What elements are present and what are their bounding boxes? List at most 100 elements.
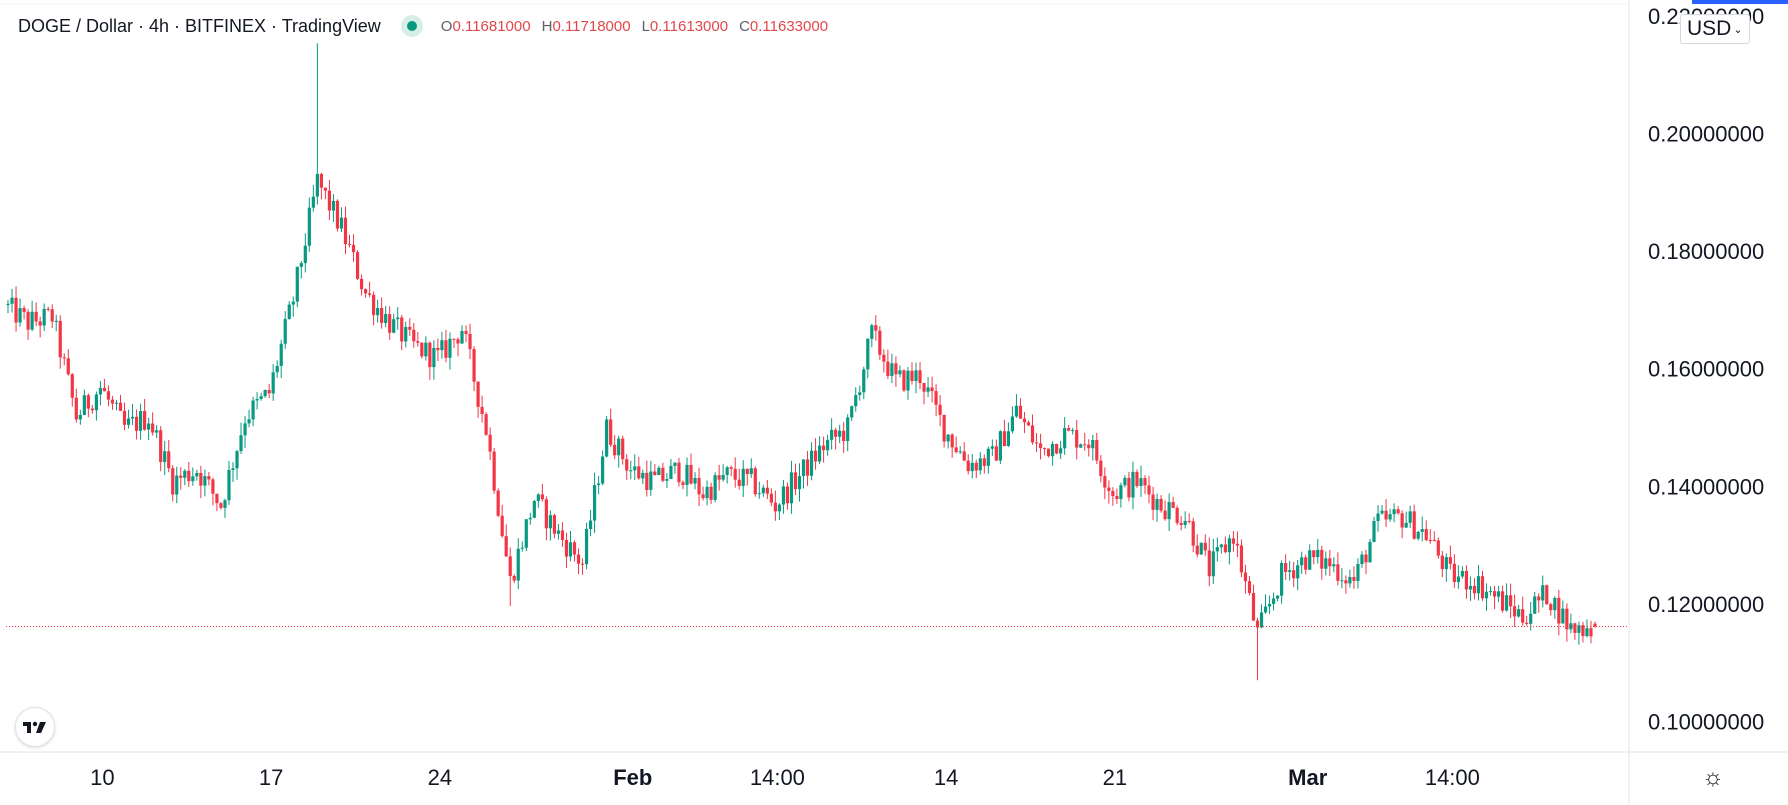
candle-body xyxy=(432,347,436,368)
currency-button[interactable]: USD ⌄ xyxy=(1680,14,1750,44)
symbol-title[interactable]: DOGE / Dollar · 4h · BITFINEX · TradingV… xyxy=(18,15,381,36)
candle-body xyxy=(576,554,581,564)
candle-body xyxy=(396,317,400,320)
market-status-dot-icon[interactable] xyxy=(400,15,423,37)
candle-body xyxy=(528,517,532,520)
candle-body xyxy=(870,325,874,339)
candle-body xyxy=(1010,416,1015,432)
candle-body xyxy=(452,338,456,340)
candle-body xyxy=(259,396,263,399)
candle-body xyxy=(315,173,319,197)
candle-body xyxy=(134,416,139,431)
candle-body xyxy=(14,297,18,323)
candle-body xyxy=(1155,498,1159,510)
candle-body xyxy=(1356,564,1360,581)
candle-body xyxy=(785,486,790,504)
candle-body xyxy=(898,370,902,375)
gear-icon[interactable]: ☼ xyxy=(1702,764,1724,791)
candle-body xyxy=(532,501,536,518)
candle-body xyxy=(151,423,155,433)
candle-body xyxy=(1488,591,1493,593)
candle-body xyxy=(247,419,251,424)
candle-body xyxy=(291,301,295,305)
candle-body xyxy=(255,398,259,401)
candle-body xyxy=(1075,430,1079,448)
candle-body xyxy=(805,459,810,476)
candle-body xyxy=(110,399,115,404)
candle-body xyxy=(10,297,14,304)
candle-body xyxy=(243,423,247,436)
candle-body xyxy=(1022,418,1027,423)
candle-body xyxy=(207,476,211,480)
candle-body xyxy=(938,404,942,415)
candle-body xyxy=(376,307,380,316)
candle-body xyxy=(665,478,669,481)
time-axis[interactable]: 10 17 24 Feb 14:00 14 21 Mar 14:00 xyxy=(90,765,1480,790)
candle-body xyxy=(524,519,528,548)
y-tick-label: 0.10000000 xyxy=(1648,710,1764,735)
candle-body xyxy=(657,467,661,476)
candle-body xyxy=(717,475,721,480)
candle-body xyxy=(793,472,798,490)
candle-body xyxy=(741,468,745,486)
candle-body xyxy=(637,466,641,479)
candle-body xyxy=(1259,612,1264,628)
candle-body xyxy=(605,419,609,457)
currency-label: USD xyxy=(1687,17,1732,40)
candle-body xyxy=(789,472,794,504)
candle-body xyxy=(1308,550,1312,570)
candle-body xyxy=(966,460,970,472)
candle-body xyxy=(910,370,914,382)
candle-body xyxy=(809,450,814,476)
candle-body xyxy=(1223,544,1227,553)
candle-body xyxy=(1183,520,1187,525)
candle-body xyxy=(400,317,404,342)
candle-body xyxy=(1452,563,1456,583)
candle-body xyxy=(689,464,693,484)
candle-body xyxy=(1143,478,1147,486)
candle-body xyxy=(488,434,492,452)
candle-body xyxy=(942,414,946,442)
candle-body xyxy=(1384,510,1388,520)
y-tick-label: 0.12000000 xyxy=(1648,592,1764,617)
candle-body xyxy=(448,338,452,358)
tradingview-logo-icon[interactable] xyxy=(15,707,55,747)
candle-body xyxy=(548,515,552,529)
candle-body xyxy=(962,451,966,461)
top-accent-bar xyxy=(1692,0,1788,4)
candle-body xyxy=(556,530,561,534)
candle-body xyxy=(98,387,103,395)
candle-body xyxy=(90,408,94,411)
y-tick-label: 0.16000000 xyxy=(1648,357,1764,382)
candle-body xyxy=(862,369,866,393)
candle-body xyxy=(275,365,279,373)
candle-body xyxy=(701,494,705,499)
candle-body xyxy=(1127,477,1131,498)
price-axis[interactable]: 0.220000000.200000000.180000000.16000000… xyxy=(1648,4,1764,735)
candle-body xyxy=(343,217,348,244)
candle-body xyxy=(874,325,878,331)
candle-body xyxy=(138,411,143,431)
candle-body xyxy=(1171,502,1175,508)
candle-body xyxy=(1139,478,1143,487)
candle-body xyxy=(1099,460,1103,477)
candle-body xyxy=(584,528,589,565)
candle-body xyxy=(597,483,601,486)
candle-body xyxy=(677,462,681,483)
candle-body xyxy=(327,190,332,211)
candle-body xyxy=(18,308,22,323)
candle-body xyxy=(1284,563,1288,572)
candle-body xyxy=(1569,623,1573,630)
candle-body xyxy=(1231,538,1236,544)
candle-body xyxy=(978,458,982,471)
ohlc-close: C0.11633000 xyxy=(739,17,829,35)
candle-body xyxy=(122,410,127,425)
candle-body xyxy=(1091,439,1095,449)
candle-body xyxy=(195,472,199,477)
candle-body xyxy=(661,467,665,481)
candle-body xyxy=(34,311,38,322)
candle-body xyxy=(1352,577,1356,581)
candle-body xyxy=(813,450,818,462)
